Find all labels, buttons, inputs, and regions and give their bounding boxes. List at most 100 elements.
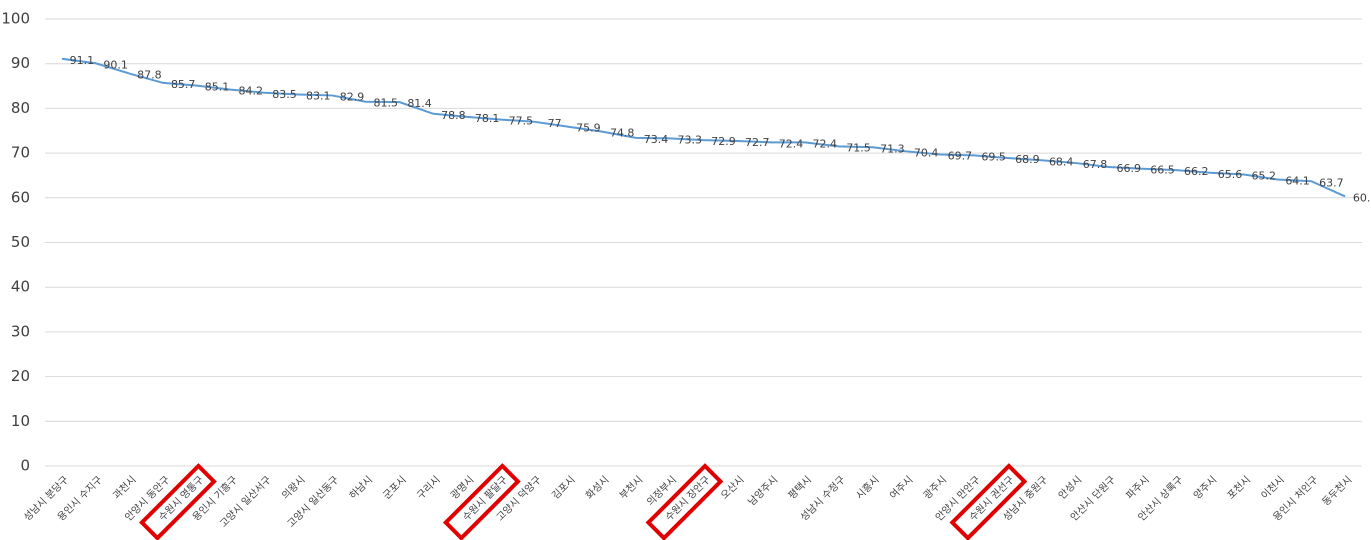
- x-tick-label: 광주시: [921, 474, 949, 502]
- data-label: 85.1: [205, 81, 230, 94]
- highlight-box: [139, 463, 217, 540]
- x-tick-group: 수원시 권선구: [949, 463, 1028, 540]
- highlight-box: [645, 463, 724, 540]
- x-tick-label: 과천시: [111, 474, 139, 502]
- data-label: 68.4: [1049, 155, 1074, 168]
- data-label: 77: [548, 117, 562, 130]
- x-tick-label: 안성시: [1056, 474, 1084, 502]
- data-label: 81.5: [374, 97, 399, 110]
- data-label: 69.7: [948, 149, 973, 162]
- x-tick-label: 파주시: [1124, 474, 1152, 502]
- data-label: 87.8: [137, 69, 162, 82]
- highlight-box: [949, 463, 1028, 540]
- data-label: 72.4: [813, 137, 838, 150]
- y-tick-label: 100: [1, 10, 30, 28]
- x-tick-group: 시흥시: [853, 473, 882, 502]
- data-label: 72.7: [745, 136, 770, 149]
- x-tick-group: 구리시: [415, 474, 443, 502]
- y-tick-label: 70: [11, 144, 30, 162]
- x-tick-group: 군포시: [381, 474, 409, 502]
- data-label: 83.5: [272, 88, 297, 101]
- x-tick-group: 화성시: [583, 474, 611, 502]
- data-label: 78.1: [475, 112, 500, 125]
- data-label: 66.9: [1116, 162, 1141, 175]
- x-tick-label: 남양주시: [746, 474, 781, 509]
- x-tick-label: 시흥시: [853, 473, 882, 502]
- data-label: 67.8: [1083, 158, 1108, 171]
- x-tick-label: 구리시: [415, 474, 443, 502]
- data-label: 69.5: [981, 150, 1006, 163]
- x-tick-label: 김포시: [550, 474, 578, 502]
- x-tick-group: 김포시: [550, 474, 578, 502]
- x-tick-label: 의정부시: [644, 474, 679, 509]
- data-label: 91.1: [70, 54, 95, 67]
- data-label: 66.5: [1150, 164, 1175, 177]
- x-tick-label: 양주시: [1191, 474, 1219, 502]
- x-tick-label: 동두천시: [1320, 474, 1355, 509]
- data-label: 74.8: [610, 127, 635, 140]
- y-tick-label: 80: [11, 99, 30, 117]
- y-tick-label: 20: [11, 367, 30, 385]
- x-tick-label: 오산시: [719, 474, 747, 502]
- x-tick-group: 이천시: [1259, 474, 1287, 502]
- x-tick-group: 의왕시: [280, 474, 308, 502]
- x-tick-group: 수원시 장안구: [645, 463, 724, 540]
- data-label: 71.5: [846, 141, 871, 154]
- data-label: 71.3: [880, 142, 905, 155]
- x-tick-group: 의정부시: [644, 474, 679, 509]
- x-tick-group: 포천시: [1225, 474, 1253, 502]
- x-tick-group: 파주시: [1124, 474, 1152, 502]
- data-label: 72.4: [779, 137, 804, 150]
- x-tick-label: 포천시: [1225, 474, 1253, 502]
- data-label: 83.1: [306, 90, 331, 103]
- x-tick-label: 여주시: [887, 474, 915, 502]
- x-tick-label: 부천시: [617, 474, 645, 502]
- x-tick-group: 오산시: [719, 474, 747, 502]
- data-label: 65.2: [1252, 170, 1277, 183]
- data-label: 63.7: [1319, 176, 1344, 189]
- y-tick-label: 90: [11, 54, 30, 72]
- y-tick-label: 10: [11, 412, 30, 430]
- x-tick-label: 군포시: [381, 474, 409, 502]
- data-label: 84.2: [238, 85, 263, 98]
- data-label: 73.3: [677, 133, 702, 146]
- data-label: 75.9: [576, 122, 601, 135]
- data-label: 90.1: [103, 58, 128, 71]
- highlight-box: [442, 463, 521, 540]
- x-tick-group: 평택시: [786, 474, 814, 502]
- x-tick-group: 여주시: [887, 474, 915, 502]
- x-tick-group: 동두천시: [1320, 474, 1355, 509]
- data-label: 81.4: [407, 97, 432, 110]
- data-label: 77.5: [509, 115, 534, 128]
- line: [61, 57, 1346, 198]
- data-label: 85.7: [171, 78, 196, 91]
- data-label: 73.4: [644, 133, 669, 146]
- x-tick-group: 광주시: [921, 474, 949, 502]
- y-tick-label: 40: [11, 278, 30, 296]
- x-tick-group: 수원시 팔달구: [442, 463, 521, 540]
- y-tick-label: 0: [20, 457, 30, 475]
- x-tick-group: 안성시: [1056, 474, 1084, 502]
- x-tick-label: 평택시: [786, 474, 814, 502]
- y-tick-label: 50: [11, 233, 30, 251]
- data-label: 72.9: [711, 135, 736, 148]
- x-tick-group: 양주시: [1191, 474, 1219, 502]
- x-tick-group: 하남시: [346, 473, 375, 502]
- x-tick-label: 하남시: [346, 473, 375, 502]
- x-tick-group: 과천시: [111, 474, 139, 502]
- x-tick-group: 부천시: [617, 474, 645, 502]
- data-label: 78.8: [441, 109, 466, 122]
- data-label: 70.4: [914, 146, 939, 159]
- x-tick-group: 남양주시: [746, 474, 781, 509]
- data-label: 60.3: [1353, 191, 1371, 204]
- x-tick-label: 이천시: [1259, 474, 1287, 502]
- x-tick-label: 화성시: [583, 474, 611, 502]
- y-tick-label: 60: [11, 188, 30, 206]
- data-label: 66.2: [1184, 165, 1209, 178]
- data-label: 68.9: [1015, 153, 1040, 166]
- data-label: 64.1: [1285, 174, 1310, 187]
- x-tick-group: 수원시 영통구: [139, 463, 217, 540]
- data-label: 65.6: [1218, 168, 1243, 181]
- data-label: 82.9: [340, 90, 365, 103]
